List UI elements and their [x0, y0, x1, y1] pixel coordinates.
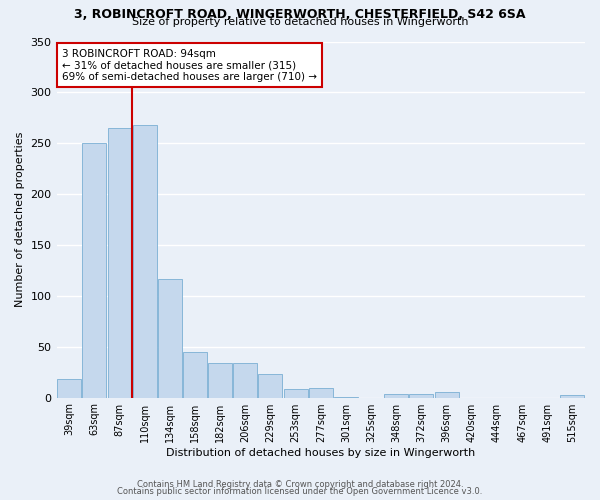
Text: 3 ROBINCROFT ROAD: 94sqm
← 31% of detached houses are smaller (315)
69% of semi-: 3 ROBINCROFT ROAD: 94sqm ← 31% of detach…: [62, 48, 317, 82]
Text: 3, ROBINCROFT ROAD, WINGERWORTH, CHESTERFIELD, S42 6SA: 3, ROBINCROFT ROAD, WINGERWORTH, CHESTER…: [74, 8, 526, 21]
Bar: [434, 392, 458, 398]
Bar: [309, 388, 333, 398]
Bar: [233, 363, 257, 398]
Bar: [334, 396, 358, 398]
Bar: [208, 363, 232, 398]
X-axis label: Distribution of detached houses by size in Wingerworth: Distribution of detached houses by size …: [166, 448, 475, 458]
Bar: [183, 352, 207, 398]
Bar: [107, 128, 131, 398]
Text: Contains HM Land Registry data © Crown copyright and database right 2024.: Contains HM Land Registry data © Crown c…: [137, 480, 463, 489]
Bar: [82, 143, 106, 398]
Bar: [158, 278, 182, 398]
Bar: [57, 380, 81, 398]
Bar: [385, 394, 408, 398]
Bar: [259, 374, 283, 398]
Y-axis label: Number of detached properties: Number of detached properties: [15, 132, 25, 307]
Bar: [560, 394, 584, 398]
Bar: [409, 394, 433, 398]
Bar: [133, 125, 157, 398]
Text: Size of property relative to detached houses in Wingerworth: Size of property relative to detached ho…: [132, 17, 468, 27]
Text: Contains public sector information licensed under the Open Government Licence v3: Contains public sector information licen…: [118, 487, 482, 496]
Bar: [284, 390, 308, 398]
